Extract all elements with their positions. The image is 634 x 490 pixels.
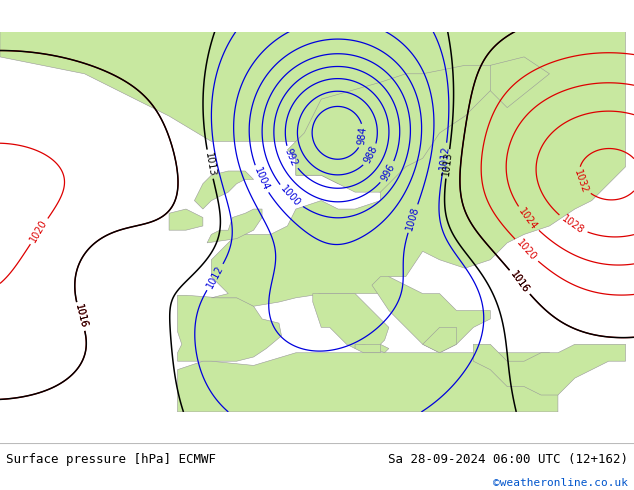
Text: 1012: 1012 (438, 145, 451, 171)
Text: 1013: 1013 (203, 151, 217, 177)
Polygon shape (178, 353, 558, 412)
Polygon shape (0, 31, 626, 306)
Text: 992: 992 (283, 147, 299, 168)
Polygon shape (207, 209, 262, 243)
Text: ©weatheronline.co.uk: ©weatheronline.co.uk (493, 478, 628, 488)
Polygon shape (169, 209, 203, 230)
Text: 984: 984 (357, 126, 369, 146)
Text: 1016: 1016 (508, 270, 531, 295)
Text: 1016: 1016 (73, 303, 89, 330)
Text: 1020: 1020 (29, 218, 49, 245)
Polygon shape (287, 65, 507, 192)
Text: Surface pressure [hPa] ECMWF: Surface pressure [hPa] ECMWF (6, 453, 216, 466)
Polygon shape (372, 277, 490, 353)
Text: 1013: 1013 (441, 151, 454, 176)
Text: 1032: 1032 (573, 168, 590, 195)
Polygon shape (474, 344, 626, 395)
Polygon shape (355, 344, 380, 353)
Text: 1016: 1016 (73, 303, 89, 330)
Text: 1012: 1012 (205, 264, 225, 290)
Text: 1008: 1008 (404, 205, 421, 232)
Text: 996: 996 (379, 162, 397, 183)
Text: 1020: 1020 (514, 238, 538, 263)
Text: 1004: 1004 (252, 166, 271, 193)
Text: 1000: 1000 (278, 184, 302, 209)
Polygon shape (178, 295, 281, 361)
Text: 1028: 1028 (560, 214, 585, 236)
Text: 988: 988 (363, 145, 380, 166)
Polygon shape (490, 57, 550, 108)
Polygon shape (423, 327, 456, 353)
Text: 1016: 1016 (508, 270, 531, 295)
Polygon shape (313, 294, 389, 353)
Polygon shape (195, 171, 254, 209)
Text: 1024: 1024 (517, 206, 540, 232)
Text: Sa 28-09-2024 06:00 UTC (12+162): Sa 28-09-2024 06:00 UTC (12+162) (387, 453, 628, 466)
